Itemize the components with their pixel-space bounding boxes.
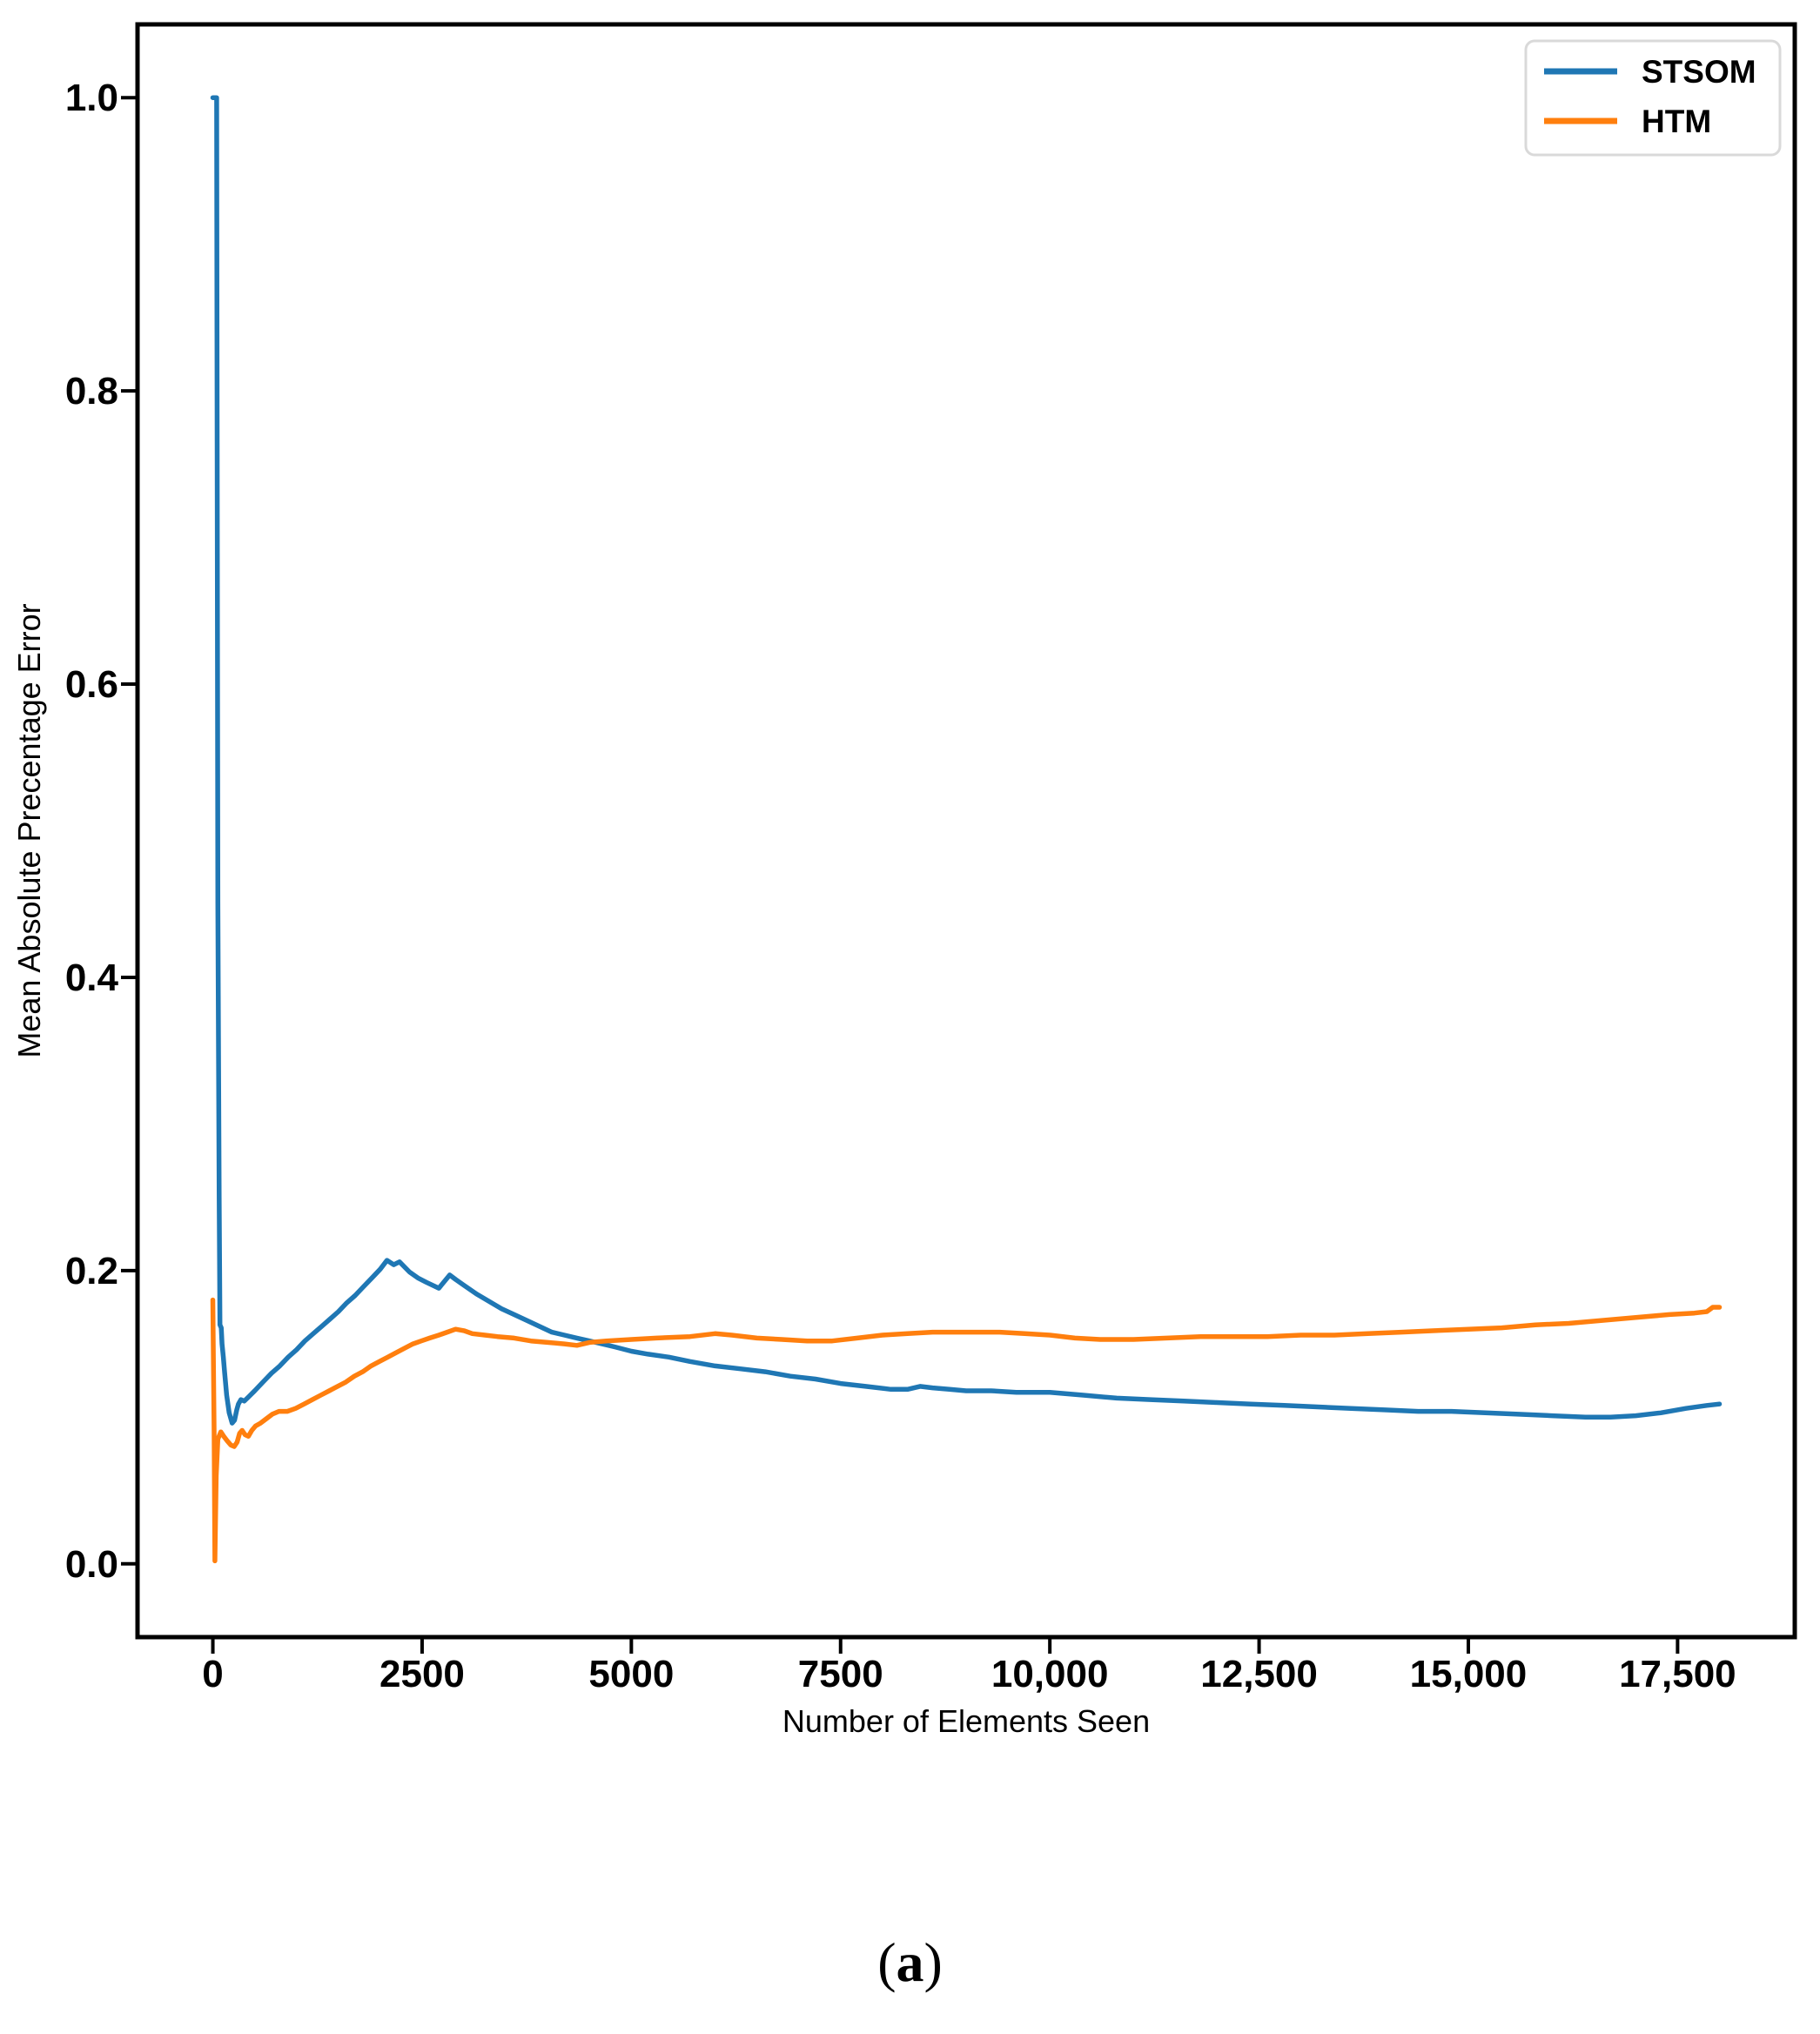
x-tick-label: 17,500: [1619, 1653, 1736, 1695]
x-tick-label: 5000: [588, 1653, 674, 1695]
plot-border: [135, 22, 1797, 1640]
x-tick-label: 0: [202, 1653, 223, 1695]
subfigure-caption: (a): [0, 1930, 1820, 1995]
x-tick-label: 2500: [379, 1653, 465, 1695]
legend: STSOM HTM: [1524, 39, 1782, 157]
y-tick-label: 0.0: [65, 1543, 118, 1586]
x-tick-label: 12,500: [1200, 1653, 1318, 1695]
series-line-htm: [210, 1297, 1723, 1564]
y-tick-label: 1.0: [65, 77, 118, 119]
line-chart-canvas: 0 2500 5000 7500 10,000 12,500 15,000 17,500 0.0…: [11, 22, 1797, 1739]
caption-letter: a: [896, 1931, 924, 1993]
x-axis-label: Number of Elements Seen: [782, 1703, 1150, 1739]
y-tick-label: 0.4: [65, 957, 119, 999]
caption-open-paren: (: [877, 1931, 897, 1993]
caption-close-paren: ): [923, 1931, 943, 1993]
x-tick-label: 15,000: [1410, 1653, 1528, 1695]
legend-label-stsom: STSOM: [1642, 54, 1756, 90]
x-tick-label: 7500: [798, 1653, 883, 1695]
y-axis-label: Mean Absolute Precentage Error: [11, 603, 47, 1057]
y-tick-label: 0.6: [65, 663, 118, 706]
y-tick-label: 0.8: [65, 370, 118, 413]
legend-label-htm: HTM: [1642, 104, 1711, 139]
x-tick-label: 10,000: [991, 1653, 1109, 1695]
series-line-stsom: [210, 95, 1723, 1426]
y-tick-label: 0.2: [65, 1250, 118, 1292]
